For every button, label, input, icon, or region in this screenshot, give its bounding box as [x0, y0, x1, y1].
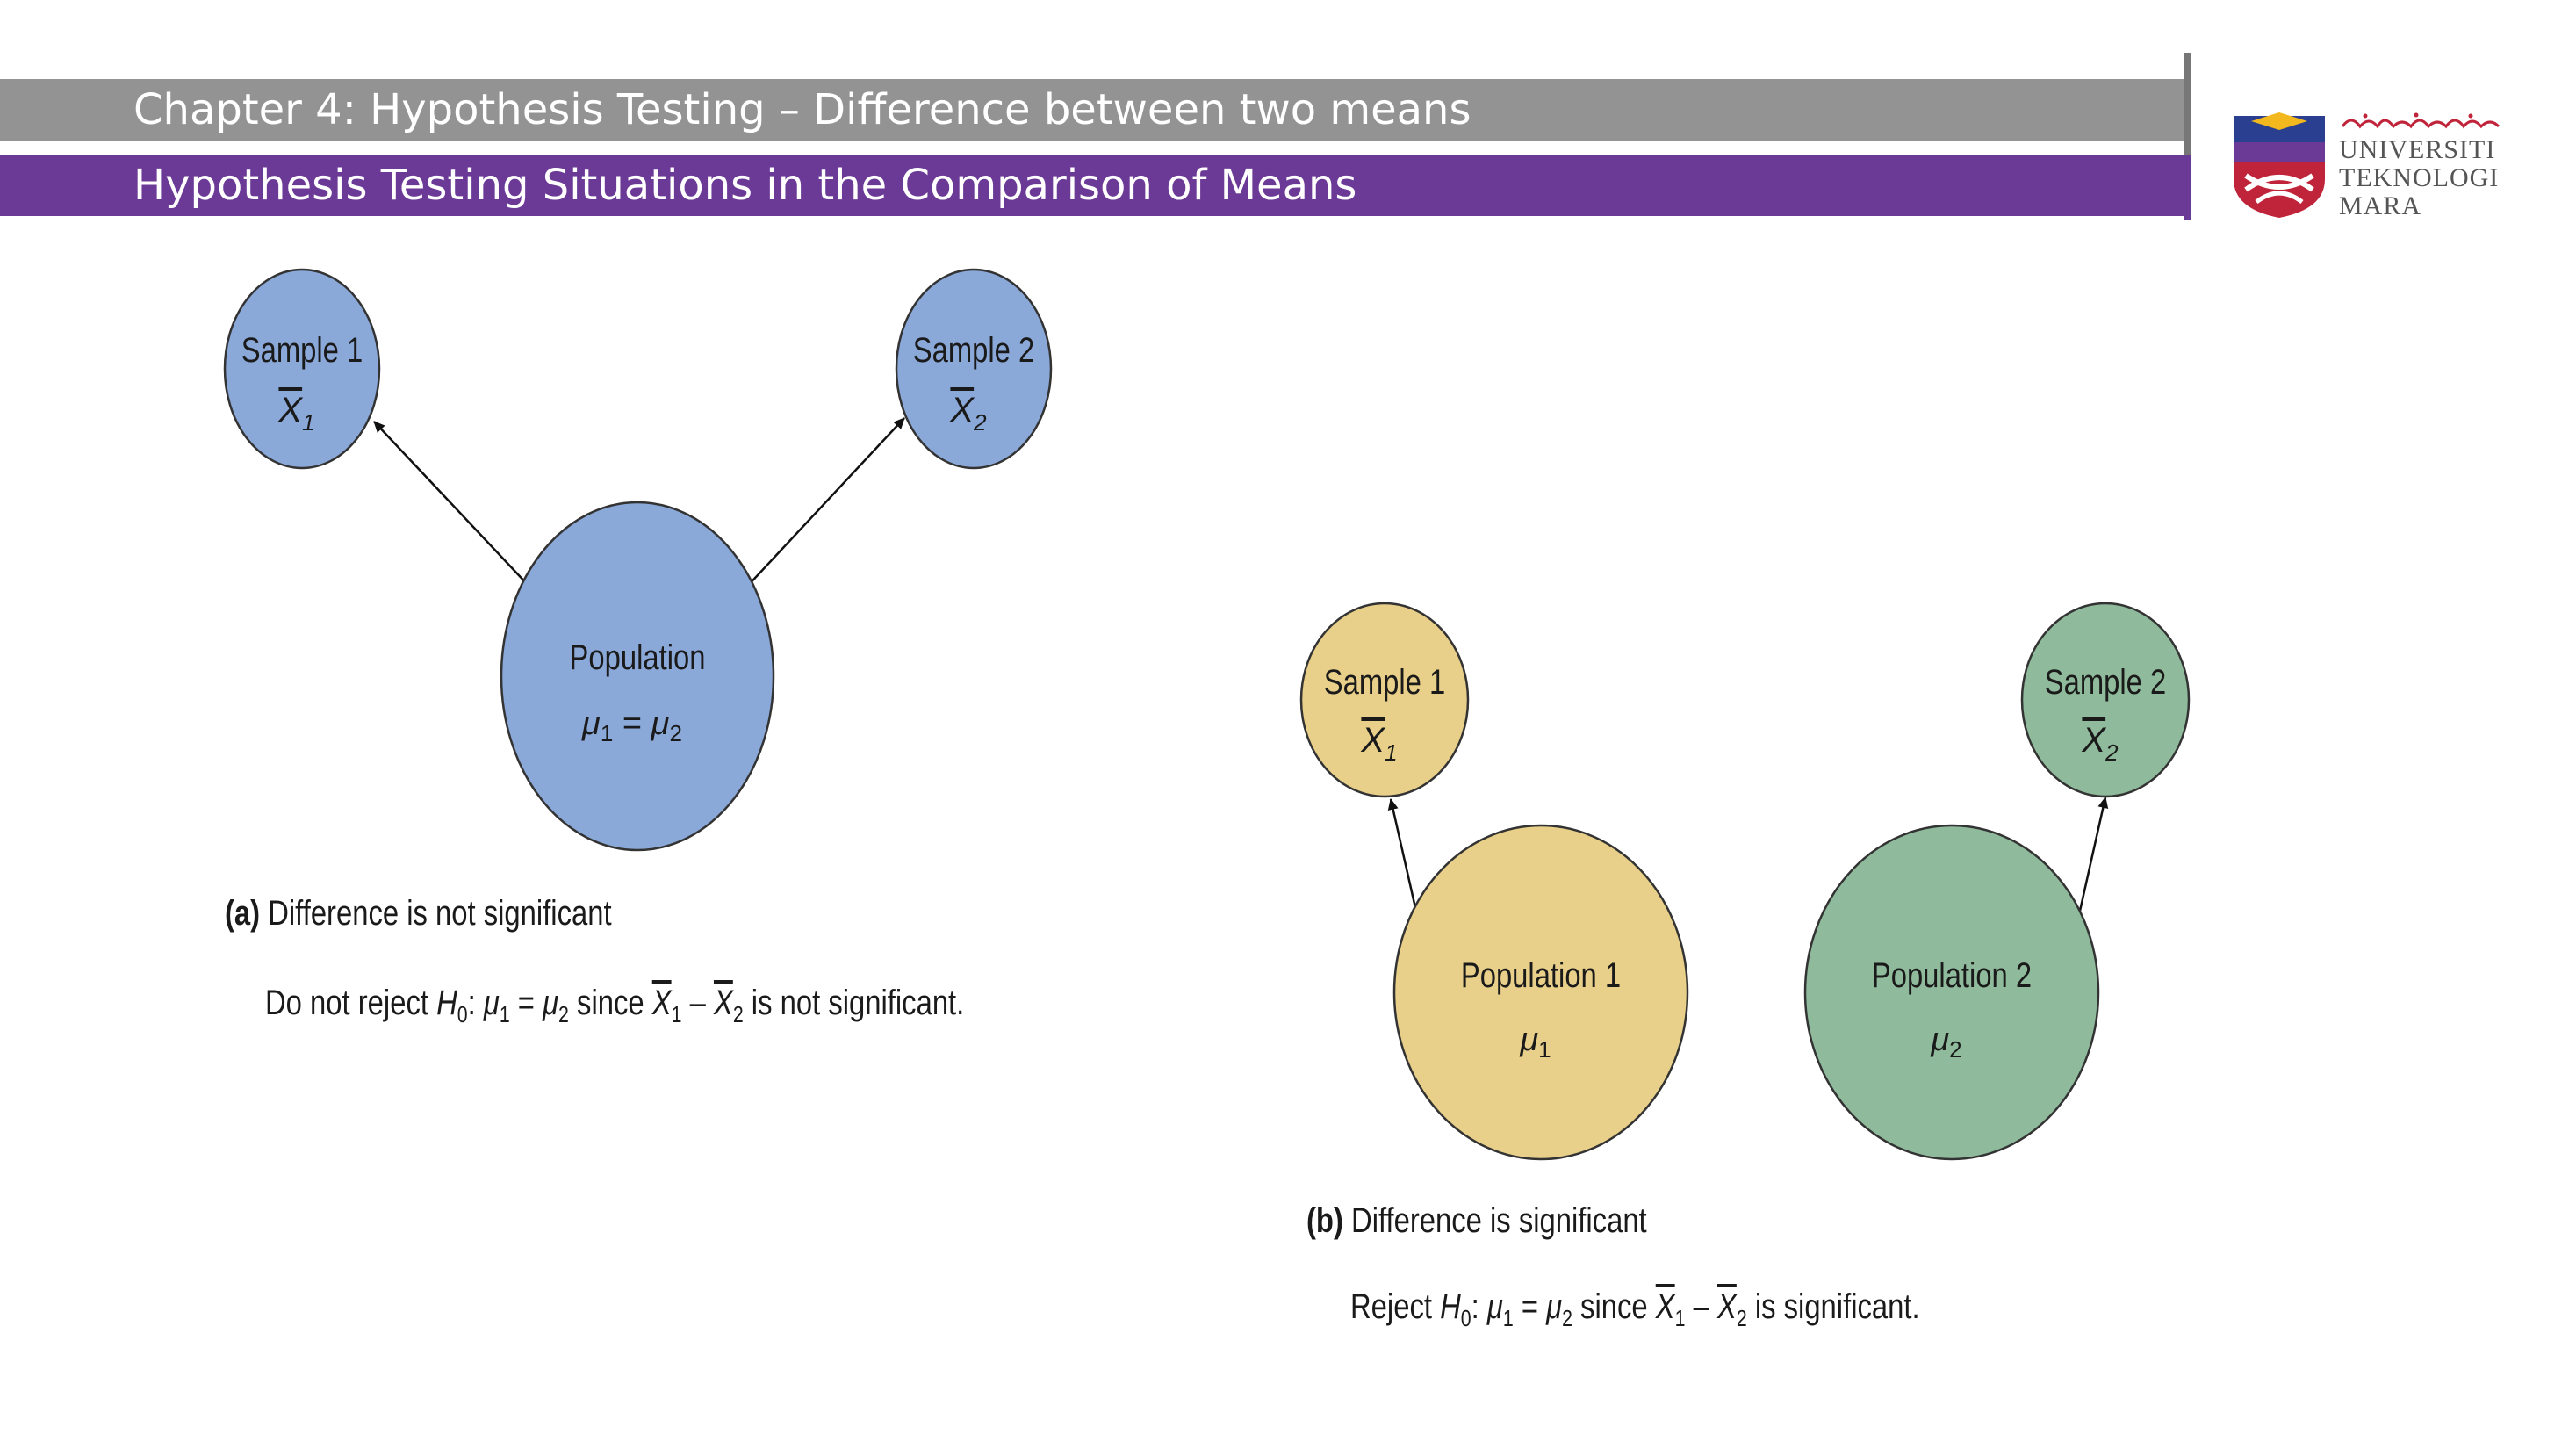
caption-b-text: Difference is significant — [1351, 1201, 1647, 1240]
b-population1-label: Population 1 — [1461, 955, 1621, 995]
header-divider-accent — [2184, 155, 2191, 220]
section-title-bar: Hypothesis Testing Situations in the Com… — [0, 155, 2184, 216]
b-sample1-label: Sample 1 — [1324, 662, 1446, 702]
b-population2-param: μ2 — [1930, 1021, 1961, 1063]
section-title: Hypothesis Testing Situations in the Com… — [133, 161, 1357, 210]
circle-a-sample1 — [223, 268, 381, 470]
a-sample1-stat: X1 — [277, 391, 314, 436]
conclusion-a: Do not reject H0: μ1 = μ2 since X1 – X2 … — [265, 984, 965, 1027]
university-logo: UNIVERSITI TEKNOLOGI MARA — [2230, 111, 2520, 225]
circle-a-sample2 — [895, 268, 1053, 470]
a-sample1-label: Sample 1 — [241, 330, 363, 370]
diagram-a: Sample 1 X1 Sample 2 X2 Population μ1 = … — [223, 268, 1053, 852]
chapter-title-bar: Chapter 4: Hypothesis Testing – Differen… — [0, 79, 2184, 141]
logo-line-3: MARA — [2339, 191, 2422, 220]
a-sample2-label: Sample 2 — [913, 330, 1035, 370]
caption-a-text: Difference is not significant — [268, 894, 612, 933]
b-population2-label: Population 2 — [1872, 955, 2032, 995]
a-population-label: Population — [570, 638, 706, 677]
circle-b-population2 — [1803, 824, 2100, 1161]
b-sample2-label: Sample 2 — [2045, 662, 2167, 702]
header-divider — [2184, 53, 2191, 220]
uitm-shield-icon — [2234, 112, 2325, 218]
logo-line-2: TEKNOLOGI — [2339, 163, 2500, 192]
b-population1-param: μ1 — [1519, 1021, 1551, 1063]
caption-a: (a) Difference is not significant — [225, 894, 612, 934]
circle-b-sample2 — [2020, 602, 2191, 798]
conclusion-b: Reject H0: μ1 = μ2 since X1 – X2 is sign… — [1350, 1287, 1920, 1331]
arrow-a-sample2 — [731, 417, 905, 603]
a-sample2-stat: X2 — [949, 391, 987, 436]
diagram-b: Sample 1 X1 Sample 2 X2 Population 1 μ1 … — [1299, 602, 2191, 1161]
caption-b: (b) Difference is significant — [1306, 1201, 1647, 1241]
circle-a-population — [500, 501, 775, 852]
circle-b-sample1 — [1299, 602, 1470, 798]
chapter-title: Chapter 4: Hypothesis Testing – Differen… — [133, 85, 1471, 134]
caption-b-tag: (b) — [1306, 1201, 1343, 1240]
b-sample1-stat: X1 — [1360, 721, 1397, 766]
b-sample2-stat: X2 — [2081, 721, 2119, 766]
logo-line-1: UNIVERSITI — [2339, 135, 2496, 164]
arrow-a-sample1 — [373, 421, 545, 603]
circle-b-population1 — [1392, 824, 1689, 1161]
jawi-script-icon — [2341, 112, 2500, 129]
caption-a-tag: (a) — [225, 894, 261, 933]
a-population-param: μ1 = μ2 — [581, 705, 682, 746]
